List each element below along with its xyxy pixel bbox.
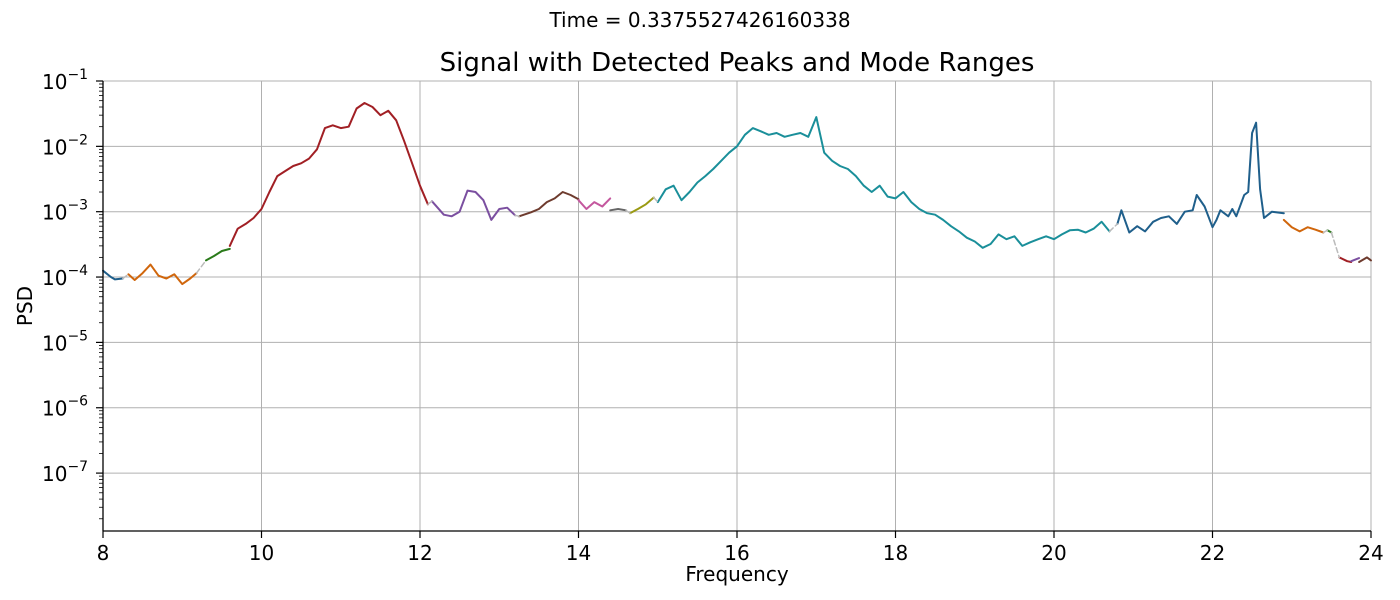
gap-connector	[625, 209, 631, 214]
x-tick-label: 8	[97, 541, 110, 565]
y-tick-label: 10−7	[42, 459, 88, 486]
grid	[102, 80, 1372, 531]
mode-series-line	[518, 191, 580, 218]
y-tick-label: 10−5	[42, 328, 88, 355]
y-axis-label: PSD	[13, 286, 37, 326]
mode-series-line	[656, 116, 1111, 249]
x-tick-label: 12	[407, 541, 432, 565]
mode-series-line	[102, 269, 124, 281]
y-tick-label: 10−3	[42, 198, 88, 225]
gap-connector	[653, 196, 659, 203]
mode-series-line	[1326, 229, 1333, 234]
plot-lines	[102, 102, 1372, 286]
y-tick-label: 10−2	[42, 132, 88, 159]
y-tick-label: 10−6	[42, 394, 88, 421]
mode-series-line	[430, 189, 517, 221]
x-tick-label: 14	[566, 541, 591, 565]
mode-series-line	[1350, 257, 1361, 263]
x-tick-label: 18	[883, 541, 908, 565]
x-tick-label: 16	[724, 541, 749, 565]
y-tick-labels: 10−7 10−6 10−5 10−4 10−3 10−2 10−1	[42, 67, 88, 486]
axes	[96, 80, 1372, 538]
gap-connector	[122, 273, 130, 280]
figure-suptitle: Time = 0.3375527426160338	[548, 8, 850, 32]
x-tick-label: 22	[1200, 541, 1225, 565]
mode-series-line	[1116, 121, 1285, 234]
mode-series-line	[609, 208, 627, 212]
mode-series-line	[228, 102, 429, 247]
mode-series-line	[577, 197, 612, 210]
x-tick-label: 20	[1041, 541, 1066, 565]
gap-connector	[427, 200, 433, 206]
y-tick-label: 10−1	[42, 67, 88, 94]
gap-connector	[1108, 223, 1119, 233]
gap-connector	[195, 259, 207, 274]
mode-series-line	[1338, 256, 1353, 263]
x-tick-label: 10	[249, 541, 274, 565]
mode-series-line	[1282, 218, 1325, 234]
y-tick-label: 10−4	[42, 263, 88, 290]
x-tick-label: 24	[1358, 541, 1383, 565]
x-axis-label: Frequency	[685, 562, 788, 586]
gap-connector	[1322, 229, 1329, 234]
mode-series-line	[1358, 256, 1372, 263]
gap-connector	[514, 214, 520, 218]
mode-series-line	[629, 196, 655, 215]
chart-title: Signal with Detected Peaks and Mode Rang…	[440, 48, 1035, 78]
mode-series-line	[205, 247, 231, 262]
gap-connector	[1330, 231, 1341, 259]
mode-series-line	[127, 263, 198, 286]
x-tick-labels: 8 10 12 14 16 18 20 22 24	[97, 541, 1384, 565]
